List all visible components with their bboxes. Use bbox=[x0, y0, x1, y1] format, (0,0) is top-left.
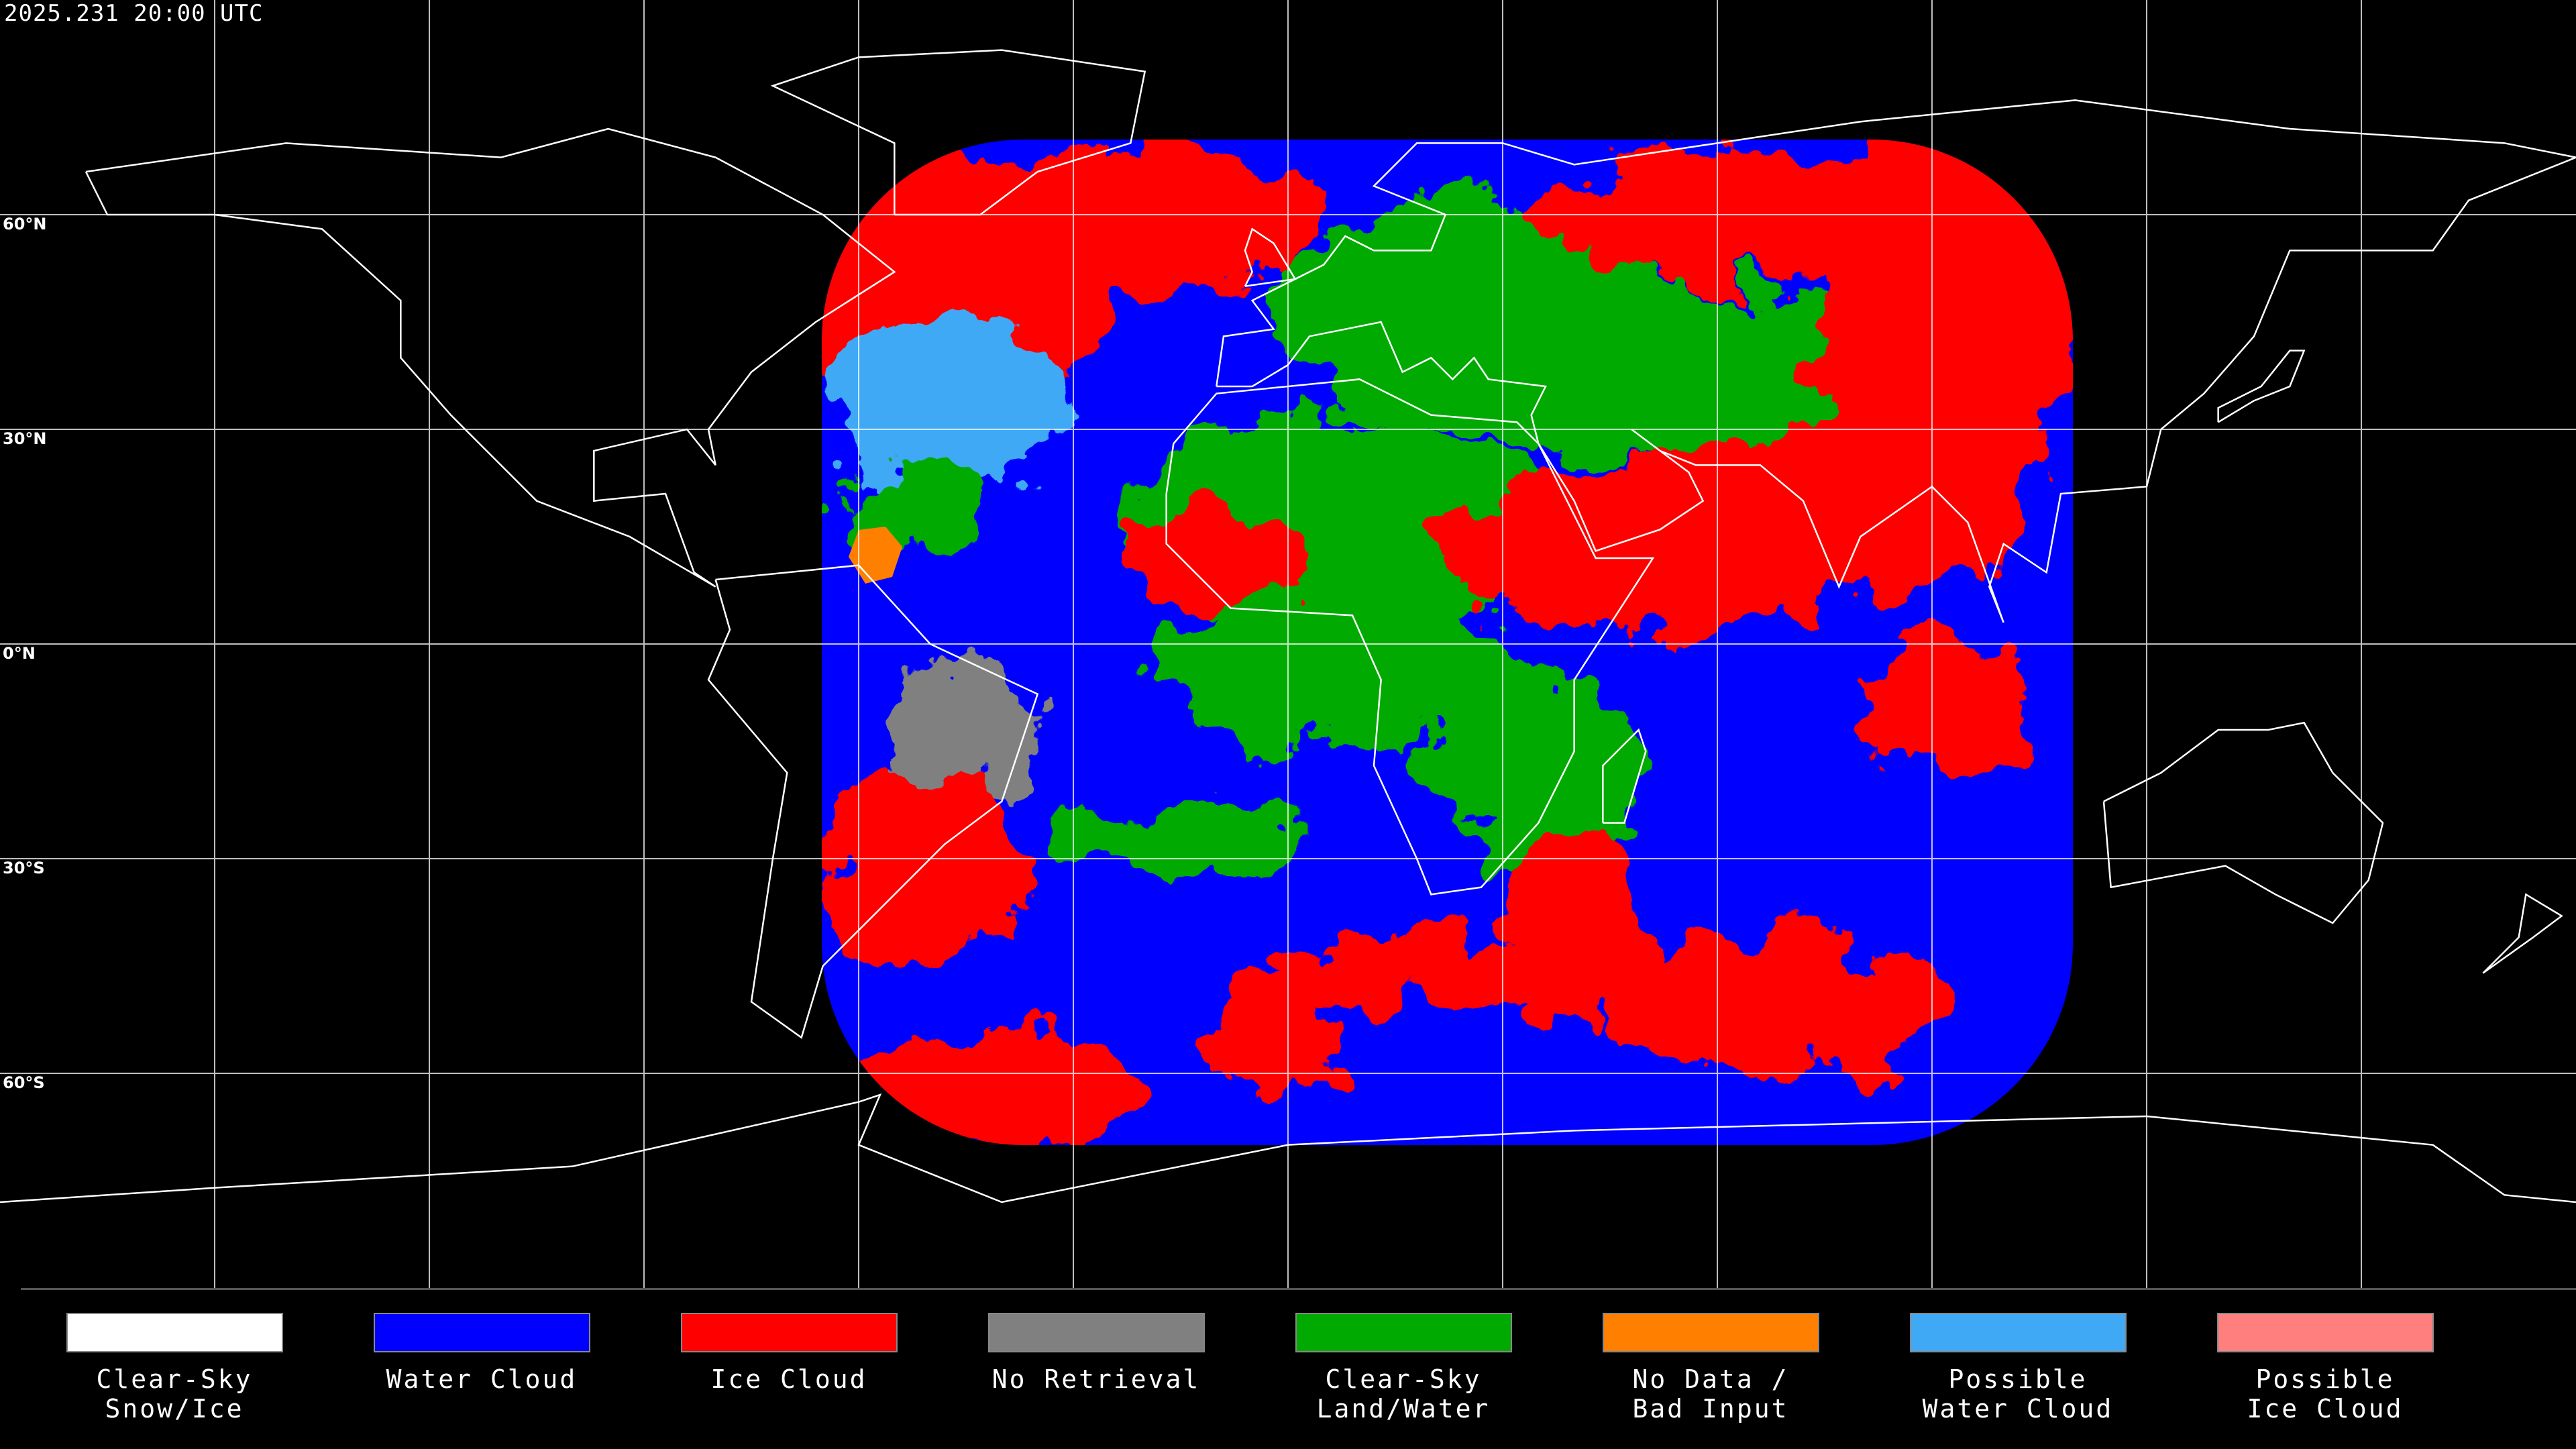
latitude-label: 0°N bbox=[3, 644, 36, 663]
legend-label: Ice Cloud bbox=[711, 1364, 867, 1394]
legend-label: Possible Water Cloud bbox=[1923, 1364, 2114, 1424]
map: 60°N 30°N 0°N 30°S 60°S bbox=[0, 0, 2576, 1288]
coastline bbox=[2482, 893, 2563, 974]
coastline bbox=[2102, 721, 2384, 924]
legend-swatch bbox=[373, 1313, 590, 1352]
legend-item: Possible Ice Cloud bbox=[2171, 1290, 2479, 1449]
latitude-label: 60°S bbox=[3, 1073, 45, 1092]
legend-label: Clear-Sky Land/Water bbox=[1317, 1364, 1491, 1424]
legend-label: No Retrieval bbox=[992, 1364, 1201, 1394]
legend-label: Possible Ice Cloud bbox=[2247, 1364, 2404, 1424]
legend-label-line: Bad Input bbox=[1632, 1394, 1789, 1424]
coastline bbox=[85, 127, 896, 588]
legend-swatch bbox=[1295, 1313, 1512, 1352]
legend-item: Possible Water Cloud bbox=[1864, 1290, 2171, 1449]
coastline bbox=[1216, 99, 2576, 623]
legend-label-line: Snow/Ice bbox=[105, 1394, 244, 1424]
legend-item: No Retrieval bbox=[943, 1290, 1250, 1449]
legend-label-line: Clear-Sky bbox=[1325, 1364, 1482, 1394]
legend-item: Clear-Sky Snow/Ice bbox=[21, 1290, 328, 1449]
latitude-labels: 60°N 30°N 0°N 30°S 60°S bbox=[3, 215, 46, 1092]
legend-item: No Data / Bad Input bbox=[1557, 1290, 1864, 1449]
legend: Clear-Sky Snow/Ice Water Cloud Ice Cloud No … bbox=[21, 1288, 2576, 1449]
legend-item: Clear-Sky Land/Water bbox=[1250, 1290, 1557, 1449]
coastline bbox=[1165, 378, 1655, 896]
legend-label-line: Clear-Sky bbox=[96, 1364, 253, 1394]
timestamp: 2025.231 20:00 UTC bbox=[4, 0, 264, 27]
legend-label-line: Water Cloud bbox=[1922, 1394, 2114, 1424]
coastline bbox=[2217, 350, 2306, 423]
legend-label: Clear-Sky Snow/Ice bbox=[97, 1364, 253, 1424]
coastline bbox=[0, 1093, 2576, 1203]
coastline bbox=[1244, 227, 1297, 287]
coastline bbox=[707, 564, 1039, 1039]
legend-label-line: Water Cloud bbox=[386, 1364, 578, 1394]
legend-item: Ice Cloud bbox=[635, 1290, 943, 1449]
cloud-phase-image bbox=[822, 140, 2073, 1145]
legend-label-line: No Data / bbox=[1632, 1364, 1789, 1394]
graticule bbox=[0, 0, 2576, 1288]
legend-label: No Data / Bad Input bbox=[1633, 1364, 1789, 1424]
legend-swatch bbox=[1909, 1313, 2127, 1352]
legend-swatch bbox=[66, 1313, 283, 1352]
latitude-label: 60°N bbox=[3, 215, 46, 233]
legend-label-line: No Retrieval bbox=[991, 1364, 1201, 1394]
legend-label-line: Possible bbox=[2255, 1364, 2395, 1394]
legend-item: Water Cloud bbox=[328, 1290, 635, 1449]
legend-swatch bbox=[1602, 1313, 1819, 1352]
coastline bbox=[1602, 728, 1647, 824]
legend-label: Water Cloud bbox=[386, 1364, 578, 1394]
legend-label-line: Land/Water bbox=[1316, 1394, 1491, 1424]
legend-label-line: Ice Cloud bbox=[2247, 1394, 2404, 1424]
latitude-label: 30°N bbox=[3, 429, 46, 448]
latitude-label: 30°S bbox=[3, 859, 45, 877]
legend-swatch bbox=[680, 1313, 898, 1352]
legend-swatch bbox=[2216, 1313, 2434, 1352]
legend-swatch bbox=[987, 1313, 1205, 1352]
legend-label-line: Ice Cloud bbox=[710, 1364, 867, 1394]
legend-label-line: Possible bbox=[1948, 1364, 2088, 1394]
